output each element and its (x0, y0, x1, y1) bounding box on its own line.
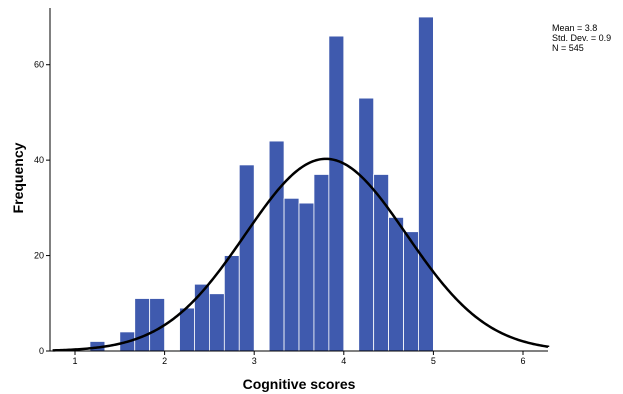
x-tick-label: 2 (162, 356, 167, 366)
x-tick-label: 5 (431, 356, 436, 366)
x-axis-title: Cognitive scores (243, 376, 356, 392)
histogram-bar-18 (418, 16, 434, 352)
x-tick-label: 1 (72, 356, 77, 366)
normal-curve (52, 157, 550, 352)
y-axis-title: Frequency (10, 142, 26, 213)
y-tick-label: 40 (34, 155, 44, 165)
histogram-bar-7 (223, 255, 240, 352)
histogram-bar-10 (283, 197, 300, 352)
stat-std-dev: Std. Dev. = 0.9 (552, 33, 611, 43)
histogram-bar-4 (179, 307, 195, 352)
y-axis-ticks: 0 20 40 60 (34, 60, 50, 356)
y-tick-label: 20 (34, 251, 44, 261)
x-tick-label: 3 (252, 356, 257, 366)
x-axis-ticks: 1 2 3 4 5 6 (72, 351, 526, 366)
stat-n: N = 545 (552, 43, 584, 53)
histogram-bar-11 (298, 202, 315, 352)
histogram-bar-5 (194, 283, 210, 352)
histogram-bar-2 (134, 298, 151, 352)
histogram-bar-14 (358, 97, 375, 352)
histogram-bar-6 (208, 293, 225, 352)
x-tick-label: 4 (341, 356, 346, 366)
histogram-bar-13 (328, 35, 345, 352)
histogram-bars (89, 16, 434, 352)
stat-mean: Mean = 3.8 (552, 23, 597, 33)
histogram-bar-9 (268, 140, 285, 352)
histogram-bar-3 (149, 298, 166, 352)
stats-legend: Mean = 3.8 Std. Dev. = 0.9 N = 545 (552, 23, 611, 53)
y-tick-label: 0 (39, 346, 44, 356)
histogram-bar-8 (238, 164, 255, 352)
histogram-bar-16 (388, 216, 404, 352)
x-tick-label: 6 (520, 356, 525, 366)
histogram-bar-12 (313, 174, 330, 352)
y-tick-label: 60 (34, 60, 44, 70)
